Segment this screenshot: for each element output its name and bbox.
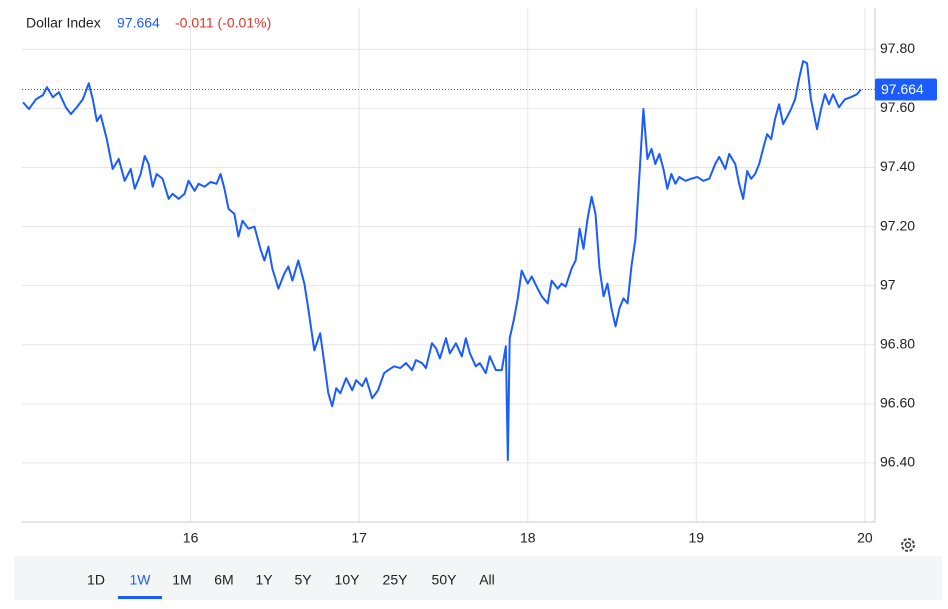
range-bar xyxy=(14,556,942,600)
y-tick-label: 97.20 xyxy=(880,217,915,233)
y-tick-label: 97.80 xyxy=(880,40,915,56)
y-tick-label: 97 xyxy=(880,276,896,292)
x-tick-label: 20 xyxy=(857,530,873,546)
x-tick-label: 19 xyxy=(689,530,705,546)
range-button[interactable]: 10Y xyxy=(335,572,361,588)
range-button[interactable]: 1W xyxy=(130,572,152,588)
x-tick-label: 17 xyxy=(351,530,367,546)
range-button[interactable]: 50Y xyxy=(432,572,458,588)
x-tick-label: 16 xyxy=(183,530,199,546)
chart-title: Dollar Index xyxy=(26,15,101,31)
range-button[interactable]: 1Y xyxy=(255,572,273,588)
last-price-label: 97.664 xyxy=(881,81,924,97)
price-line xyxy=(22,60,862,461)
y-tick-label: 97.40 xyxy=(880,158,915,174)
selected-underline xyxy=(118,596,162,599)
settings-icon[interactable] xyxy=(901,538,915,552)
price-change: -0.011 (-0.01%) xyxy=(175,15,271,31)
range-button[interactable]: 6M xyxy=(214,572,233,588)
y-tick-label: 97.60 xyxy=(880,99,915,115)
y-tick-label: 96.40 xyxy=(880,454,915,470)
range-button[interactable]: 5Y xyxy=(294,572,312,588)
last-price: 97.664 xyxy=(117,15,160,31)
range-button[interactable]: 1D xyxy=(87,572,105,588)
last-price-box xyxy=(875,78,937,101)
x-tick-label: 18 xyxy=(520,530,536,546)
y-tick-label: 96.60 xyxy=(880,395,915,411)
range-button[interactable]: 25Y xyxy=(383,572,409,588)
range-button[interactable]: 1M xyxy=(172,572,191,588)
y-tick-label: 96.80 xyxy=(880,335,915,351)
range-button[interactable]: All xyxy=(479,572,495,588)
